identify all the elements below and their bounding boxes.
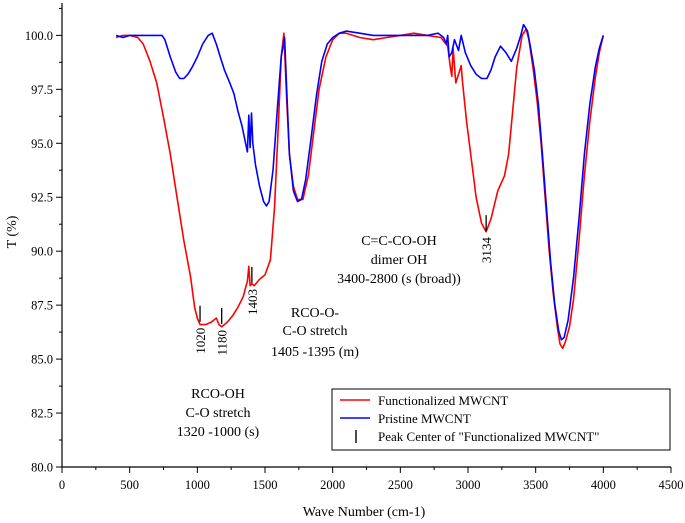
annotation-line: RCO-O- — [291, 306, 340, 321]
x-tick-label: 3000 — [456, 478, 481, 492]
x-tick-label: 2000 — [320, 478, 345, 492]
legend-box — [331, 388, 671, 451]
annotation-rco-o: RCO-O- C-O stretch 1405 -1395 (m) — [271, 306, 359, 360]
peak-label: 3134 — [479, 237, 494, 263]
annotation-line: dimer OH — [371, 253, 427, 268]
peak-label: 1403 — [245, 289, 260, 315]
series-line-functionalized-mwcnt — [115, 28, 605, 350]
y-tick-label: 82.5 — [31, 407, 53, 421]
y-tick-label: 80.0 — [31, 461, 53, 475]
annotation-line: C=C-CO-OH — [361, 234, 437, 249]
axes: 0 500 1000 1500 2000 2500 3000 3500 4000 4500 80.0… — [25, 3, 684, 492]
x-tick-label: 4500 — [659, 478, 684, 492]
y-tick-label: 90.0 — [31, 245, 53, 259]
x-tick-label: 0 — [59, 478, 65, 492]
annotation-line: 3400-2800 (s (broad)) — [337, 272, 461, 287]
annotation-dimer-oh: C=C-CO-OH dimer OH 3400-2800 (s (broad)) — [337, 234, 461, 287]
x-axis-label: Wave Number (cm-1) — [303, 505, 426, 520]
x-tick-label: 2500 — [388, 478, 413, 492]
y-tick-label: 85.0 — [31, 353, 53, 367]
y-tick-label: 97.5 — [31, 83, 53, 97]
annotation-rco-oh: RCO-OH C-O stretch 1320 -1000 (s) — [177, 387, 260, 440]
peak-markers: 1020 1180 1403 3134 — [193, 215, 494, 355]
y-tick-label: 100.0 — [25, 29, 53, 43]
annotation-line: 1320 -1000 (s) — [177, 425, 260, 440]
x-tick-label: 500 — [120, 478, 139, 492]
peak-label: 1180 — [215, 330, 230, 356]
annotation-line: 1405 -1395 (m) — [271, 345, 359, 360]
annotation-line: C-O stretch — [283, 324, 348, 339]
peak-label: 1020 — [193, 328, 208, 354]
x-tick-label: 3500 — [523, 478, 548, 492]
y-tick-label: 87.5 — [31, 299, 53, 313]
x-tick-label: 4000 — [591, 478, 616, 492]
x-tick-label: 1500 — [253, 478, 278, 492]
series-line-pristine-mwcnt — [115, 23, 605, 341]
annotation-line: RCO-OH — [191, 387, 245, 402]
legend-label-peak-center: Peak Center of "Functionalized MWCNT" — [378, 429, 599, 444]
y-axis-label: T (%) — [5, 215, 20, 248]
legend-label-pristine: Pristine MWCNT — [378, 411, 471, 426]
x-tick-label: 1000 — [185, 478, 210, 492]
annotation-line: C-O stretch — [186, 406, 251, 421]
y-tick-label: 92.5 — [31, 191, 53, 205]
legend-label-functionalized: Functionalized MWCNT — [378, 393, 508, 408]
series-layer — [115, 23, 605, 350]
legend: Functionalized MWCNT Pristine MWCNT Peak… — [331, 388, 671, 451]
y-tick-label: 95.0 — [31, 137, 53, 151]
